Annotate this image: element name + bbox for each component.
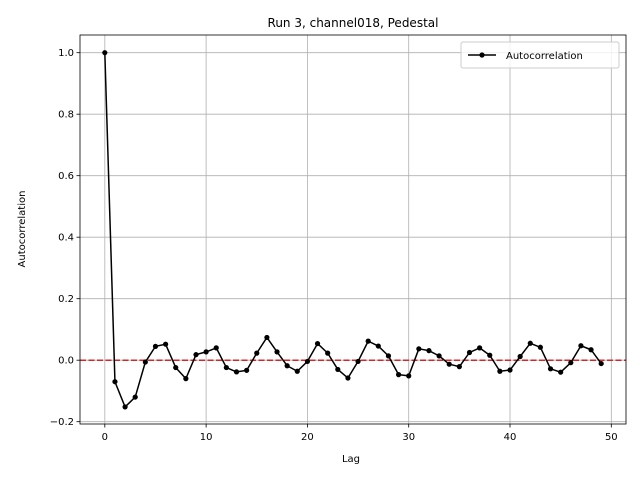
data-point-14 <box>244 367 250 373</box>
x-axis-title: Lag <box>342 454 360 465</box>
data-point-5 <box>152 343 159 349</box>
x-tick-label-5: 50 <box>605 432 618 443</box>
data-point-12 <box>223 364 229 371</box>
data-point-20 <box>304 358 311 365</box>
data-point-48 <box>588 347 594 353</box>
data-point-42 <box>527 340 533 346</box>
data-point-23 <box>335 366 341 373</box>
data-point-4 <box>142 359 148 365</box>
data-point-2 <box>122 404 128 410</box>
data-point-16 <box>264 334 270 341</box>
data-point-18 <box>284 363 290 369</box>
legend-marker-swatch <box>479 52 485 58</box>
data-point-10 <box>203 349 209 355</box>
data-point-13 <box>233 369 240 375</box>
plot-area <box>80 35 626 424</box>
data-point-1 <box>112 379 118 385</box>
y-tick-label-1: 0.0 <box>58 356 74 367</box>
data-point-21 <box>314 340 321 347</box>
data-point-28 <box>385 353 392 359</box>
legend-box <box>460 41 620 69</box>
data-point-8 <box>183 376 189 382</box>
x-tick-label-0: 0 <box>102 432 108 443</box>
data-point-25 <box>355 358 361 365</box>
plot-frame <box>79 34 627 425</box>
data-point-36 <box>466 349 473 356</box>
y-tick-label-4: 0.6 <box>58 171 74 182</box>
data-point-33 <box>436 353 442 359</box>
x-tick-label-3: 30 <box>402 432 415 443</box>
data-point-45 <box>558 369 564 375</box>
data-point-29 <box>395 372 402 378</box>
data-point-26 <box>365 338 371 344</box>
data-point-40 <box>507 367 513 373</box>
data-point-39 <box>497 368 503 374</box>
data-point-6 <box>162 341 169 347</box>
data-point-44 <box>547 366 554 372</box>
y-axis-title: Autocorrelation <box>17 191 28 268</box>
data-point-49 <box>598 360 604 367</box>
data-point-37 <box>477 345 483 351</box>
data-point-24 <box>345 375 351 381</box>
data-point-34 <box>446 361 452 367</box>
data-point-31 <box>416 346 422 352</box>
legend: Autocorrelation <box>460 41 620 69</box>
y-tick-label-3: 0.4 <box>58 233 74 244</box>
data-point-43 <box>537 344 544 350</box>
data-point-46 <box>568 360 574 366</box>
data-point-35 <box>456 364 462 370</box>
data-point-15 <box>254 350 260 356</box>
y-tick-label-2: 0.2 <box>58 294 74 305</box>
data-point-0 <box>102 50 108 56</box>
y-tick-label-5: 0.8 <box>58 110 74 121</box>
data-point-38 <box>487 352 493 358</box>
series-group <box>102 50 604 410</box>
x-tick-label-2: 20 <box>301 432 314 443</box>
series-line-0 <box>104 52 602 408</box>
y-tick-label-6: 1.0 <box>58 48 74 59</box>
data-point-41 <box>517 353 523 360</box>
data-point-17 <box>274 349 280 355</box>
data-point-22 <box>325 350 331 356</box>
x-axis: 0 10 20 30 40 50 <box>102 424 618 443</box>
x-tick-label-1: 10 <box>200 432 213 443</box>
data-point-3 <box>132 394 138 400</box>
legend-label: Autocorrelation <box>506 51 583 62</box>
data-point-11 <box>213 345 219 351</box>
data-point-30 <box>406 373 412 379</box>
data-point-32 <box>426 348 432 354</box>
x-tick-label-4: 40 <box>504 432 517 443</box>
chart-title: Run 3, channel018, Pedestal <box>268 16 439 30</box>
y-axis: −0.2 0.0 0.2 0.4 0.6 0.8 1.0 <box>50 48 80 428</box>
data-point-27 <box>375 343 381 349</box>
y-tick-label-0: −0.2 <box>50 417 74 428</box>
data-point-7 <box>173 364 179 371</box>
data-point-19 <box>294 368 300 374</box>
data-point-9 <box>193 352 199 358</box>
data-point-47 <box>578 343 584 349</box>
